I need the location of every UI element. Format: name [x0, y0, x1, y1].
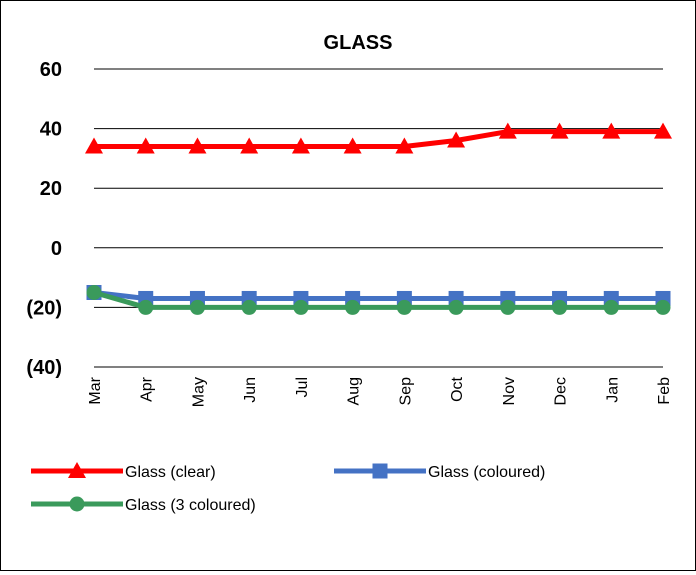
gridlines [94, 68, 663, 368]
series-1 [86, 285, 671, 306]
x-tick-label: May [190, 377, 207, 407]
x-tick-label: Oct [449, 376, 466, 401]
data-point [448, 299, 464, 315]
data-point [395, 137, 414, 154]
x-tick-label: Feb [656, 377, 673, 405]
x-tick-label: Jun [242, 377, 259, 403]
data-point [241, 299, 257, 315]
data-point [552, 299, 568, 315]
x-tick-label: Nov [501, 377, 518, 405]
y-tick-label: 60 [40, 59, 62, 81]
y-tick-label: 40 [40, 119, 62, 141]
legend-label: Glass (coloured) [428, 464, 545, 481]
data-point [85, 137, 103, 154]
series-2 [86, 285, 671, 315]
data-point [293, 299, 309, 315]
x-tick-label: Dec [553, 377, 570, 405]
x-tick-label: Jan [604, 377, 621, 403]
series-line [94, 129, 663, 149]
data-point [396, 299, 412, 315]
data-point [86, 285, 102, 300]
data-point [345, 299, 361, 315]
legend-marker [372, 463, 388, 479]
data-point [189, 299, 205, 315]
x-tick-label: Sep [397, 377, 414, 406]
x-tick-label: Mar [87, 376, 104, 404]
data-point [498, 122, 517, 139]
data-point [138, 299, 154, 315]
data-point [291, 137, 310, 154]
x-axis-ticks: Mar Apr May Jun Jul Aug Sep Oct Nov Dec Jan Feb [87, 376, 673, 407]
y-axis-ticks: 60 40 20 0 (20) (40) [26, 59, 62, 379]
x-tick-label: Apr [139, 376, 156, 402]
data-point [550, 122, 569, 139]
legend-marker [69, 496, 85, 512]
y-tick-label: (40) [26, 357, 62, 379]
data-point [603, 299, 619, 315]
data-point [655, 299, 671, 315]
y-tick-label: (20) [26, 297, 62, 319]
legend-label: Glass (clear) [125, 464, 216, 481]
legend-label: Glass (3 coloured) [125, 497, 256, 514]
data-point [136, 137, 155, 154]
data-point [240, 137, 259, 154]
legend-item: Glass (3 coloured) [31, 496, 256, 514]
legend-item: Glass (coloured) [334, 463, 545, 481]
series-line [93, 290, 663, 310]
data-point [447, 131, 466, 148]
data-point [654, 122, 672, 139]
series-0 [85, 122, 672, 154]
data-point [602, 122, 621, 139]
legend-item: Glass (clear) [31, 462, 216, 481]
x-tick-label: Jul [294, 377, 311, 397]
series-line [93, 290, 663, 301]
series-layer [85, 122, 672, 315]
x-tick-label: Aug [346, 377, 363, 405]
data-point [188, 137, 207, 154]
data-point [500, 299, 516, 315]
legend: Glass (clear) Glass (coloured) Glass (3 co… [31, 462, 545, 514]
legend-marker [68, 462, 86, 478]
y-tick-label: 0 [51, 238, 62, 260]
y-tick-label: 20 [40, 178, 62, 200]
data-point [343, 137, 362, 154]
chart-title: GLASS [324, 32, 393, 54]
